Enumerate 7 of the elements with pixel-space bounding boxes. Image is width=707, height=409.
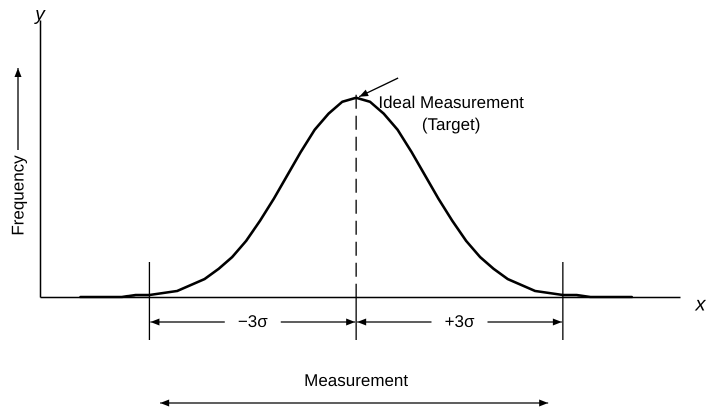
text: y [33, 4, 46, 25]
text: Measurement [304, 371, 408, 390]
y-axis-title: Frequency [8, 154, 28, 236]
text: −3σ [238, 312, 268, 331]
annotation: Ideal Measurement (Target) [378, 93, 524, 134]
text: +3σ [444, 312, 475, 331]
x-axis-title: x [694, 294, 706, 316]
